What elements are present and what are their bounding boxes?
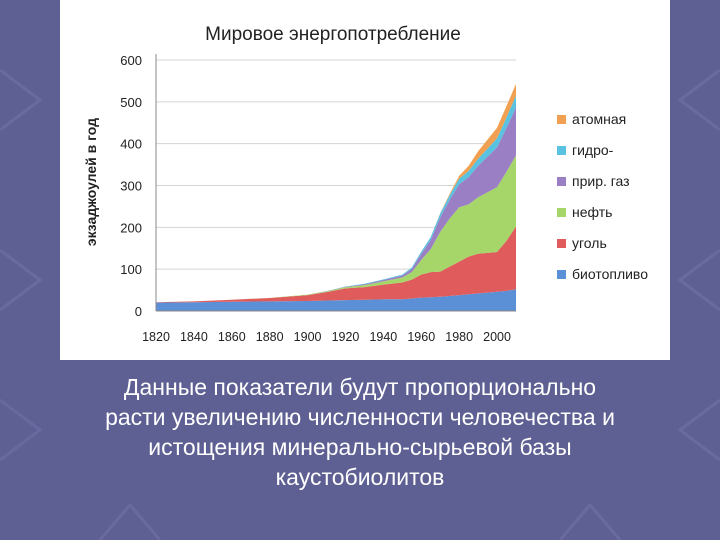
legend-swatch <box>557 146 566 155</box>
legend-swatch <box>557 239 566 248</box>
y-axis-label: экзаджоулей в год <box>83 118 99 246</box>
area-1 <box>156 289 516 311</box>
legend-label: прир. газ <box>572 173 630 189</box>
legend-label: биотопливо <box>572 266 648 282</box>
x-tick-label: 1960 <box>407 330 435 344</box>
x-tick-label: 2000 <box>483 330 511 344</box>
legend-swatch <box>557 208 566 217</box>
chart-title: Мировое энергопотребление <box>205 24 461 45</box>
legend-label: уголь <box>572 235 607 251</box>
legend-swatch <box>557 115 566 124</box>
caption-line: Данные показатели будут пропорционально <box>123 374 597 400</box>
x-tick-label: 1840 <box>180 330 208 344</box>
x-tick-label: 1820 <box>142 330 170 344</box>
y-tick-label: 0 <box>135 304 142 319</box>
x-tick-labels: 1820 1840 1860 1880 1900 1920 1940 1960 1980 2000 <box>142 330 511 344</box>
y-tick-label: 100 <box>120 262 142 277</box>
y-tick-label: 500 <box>120 95 142 110</box>
x-tick-label: 1940 <box>369 330 397 344</box>
x-tick-label: 1880 <box>256 330 284 344</box>
y-tick-label: 300 <box>120 179 142 194</box>
area-2 <box>156 226 516 303</box>
x-tick-label: 1860 <box>218 330 246 344</box>
y-tick-label: 400 <box>120 137 142 152</box>
chart-axes <box>155 54 516 312</box>
slide-caption: Данные показатели будут пропорционально … <box>20 372 700 492</box>
chart-panel: Мировое энергопотребление экзаджоулей в … <box>60 0 670 360</box>
legend-label: нефть <box>572 204 612 220</box>
chart-areas <box>156 83 516 311</box>
area-3 <box>156 155 516 303</box>
legend-label: гидро- <box>572 142 614 158</box>
energy-chart: Мировое энергопотребление экзаджоулей в … <box>83 24 648 344</box>
x-tick-label: 1920 <box>332 330 360 344</box>
y-tick-label: 200 <box>120 220 142 235</box>
legend-swatch <box>557 270 566 279</box>
x-tick-label: 1980 <box>445 330 473 344</box>
caption-line: расти увеличению численности человечеств… <box>105 404 615 430</box>
y-tick-labels: 0 100 200 300 400 500 600 <box>120 53 142 319</box>
x-tick-label: 1900 <box>294 330 322 344</box>
legend-label: атомная <box>572 111 626 127</box>
caption-line: истощения минерально-сырьевой базы <box>148 434 572 460</box>
area-4 <box>156 107 516 303</box>
chart-legend: атомная гидро-прир. газ нефть уголь биотопли… <box>557 111 648 282</box>
caption-line: каустобиолитов <box>275 464 445 490</box>
y-tick-label: 600 <box>120 53 142 68</box>
legend-swatch <box>557 177 566 186</box>
